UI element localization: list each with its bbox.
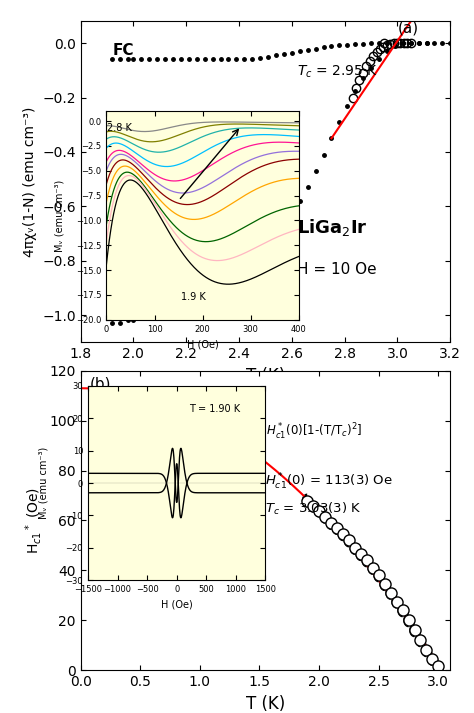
Polygon shape [302, 493, 307, 508]
Text: $T_c$ = 2.95 K: $T_c$ = 2.95 K [297, 63, 378, 80]
Polygon shape [308, 498, 313, 513]
Text: (a): (a) [398, 20, 419, 35]
Text: ZFC: ZFC [112, 309, 145, 324]
Text: $H_{c1}^*$(T) = $H_{c1}^*$(0)[1-(T/T$_c$)$^2$]: $H_{c1}^*$(T) = $H_{c1}^*$(0)[1-(T/T$_c$… [214, 422, 363, 442]
Polygon shape [415, 633, 420, 647]
Polygon shape [379, 577, 385, 591]
Polygon shape [433, 660, 438, 674]
Polygon shape [421, 643, 427, 657]
Polygon shape [374, 568, 379, 583]
Text: $T_c$ = 3.03(3) K: $T_c$ = 3.03(3) K [265, 501, 362, 517]
Polygon shape [409, 623, 415, 637]
X-axis label: T (K): T (K) [246, 366, 285, 384]
Text: LiGa$_2$Ir: LiGa$_2$Ir [297, 217, 368, 238]
Polygon shape [326, 516, 331, 530]
Polygon shape [314, 503, 319, 518]
Polygon shape [344, 533, 349, 548]
Polygon shape [337, 527, 343, 541]
Y-axis label: 4πχᵥ(1-N) (emu cm⁻³): 4πχᵥ(1-N) (emu cm⁻³) [23, 107, 36, 257]
X-axis label: T (K): T (K) [246, 694, 285, 712]
Polygon shape [403, 613, 409, 627]
Polygon shape [427, 652, 432, 666]
Y-axis label: H$_{c1}$$^*$ (Oe): H$_{c1}$$^*$ (Oe) [23, 487, 44, 554]
Text: (b): (b) [90, 376, 111, 391]
Text: FC: FC [112, 43, 134, 58]
Polygon shape [332, 521, 337, 535]
Polygon shape [319, 510, 325, 524]
Polygon shape [385, 586, 391, 600]
Text: H = 10 Oe: H = 10 Oe [297, 262, 377, 277]
Polygon shape [367, 561, 373, 575]
Polygon shape [349, 541, 355, 555]
Text: $H_{c1}^*$(0) = 113(3) Oe: $H_{c1}^*$(0) = 113(3) Oe [265, 472, 393, 492]
Polygon shape [356, 547, 361, 561]
Polygon shape [391, 595, 397, 609]
Polygon shape [397, 603, 402, 617]
Polygon shape [362, 553, 367, 568]
